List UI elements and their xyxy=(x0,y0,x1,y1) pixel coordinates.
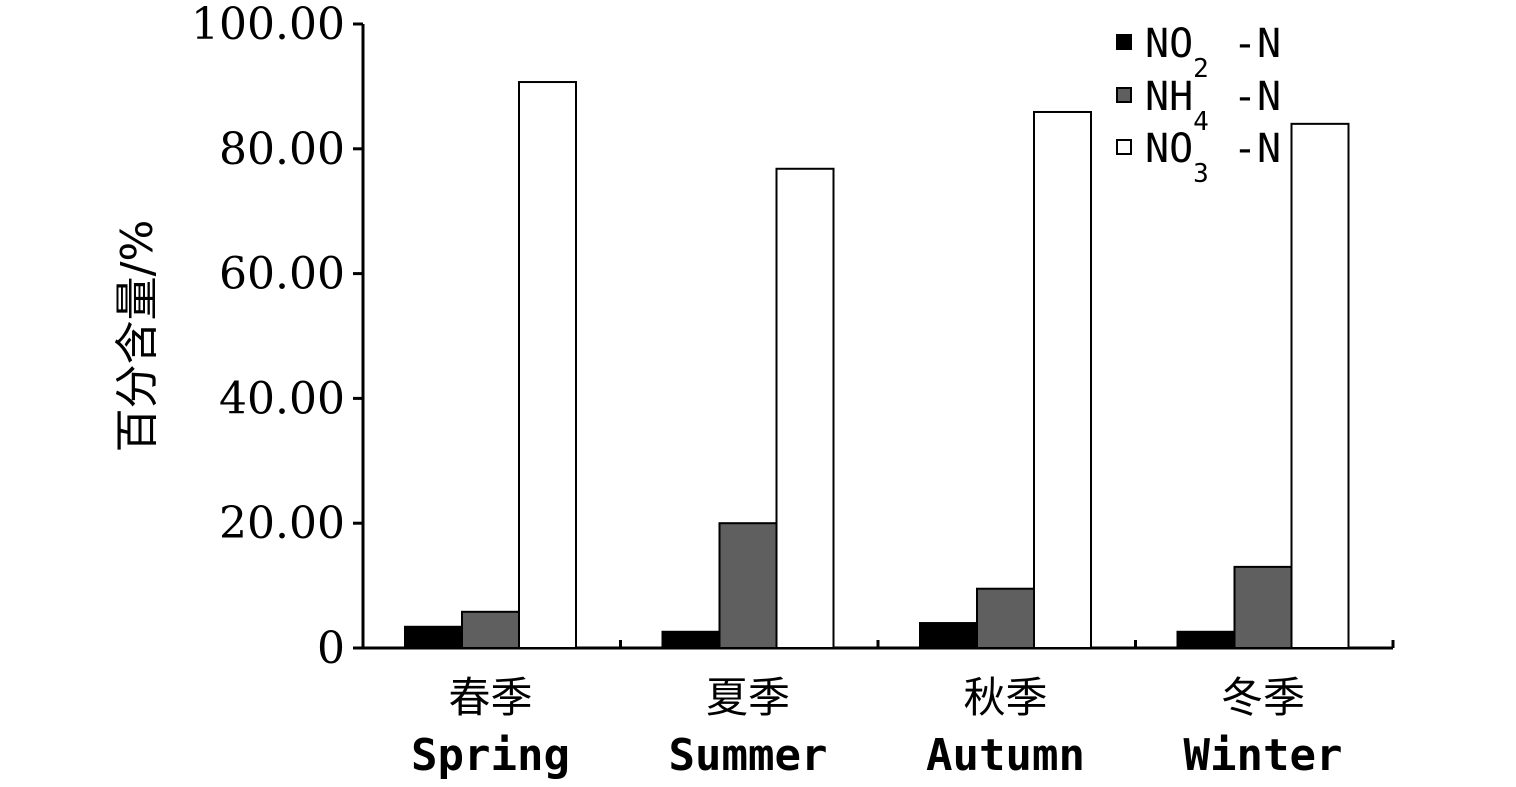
legend-entry-sub: 2 xyxy=(1193,54,1209,84)
category-label-zh: 秋季 xyxy=(963,673,1047,722)
legend-entry-tail: -N xyxy=(1209,21,1281,67)
bar-summer-series-1 xyxy=(661,630,721,650)
y-tick-label: 80.00 xyxy=(219,124,345,175)
y-axis: 0 20.00 40.00 60.00 80.00 100.00 xyxy=(191,0,365,674)
legend-entry: NO2 -N xyxy=(1145,21,1281,84)
legend-entry-sub: 4 xyxy=(1193,107,1209,137)
legend-entry: NH4 -N xyxy=(1145,74,1281,137)
bar-winter-series-2 xyxy=(1233,565,1293,650)
legend-entry-main: NH xyxy=(1145,74,1193,120)
bar-spring-series-3 xyxy=(518,81,577,650)
bar-spring-series-1 xyxy=(404,625,463,649)
legend-entry-sub: 3 xyxy=(1193,159,1209,189)
category-label-zh: 冬季 xyxy=(1221,673,1305,722)
bar-autumn-series-2 xyxy=(976,587,1035,649)
y-tick-label: 0 xyxy=(317,623,345,674)
category-label-en: Autumn xyxy=(926,730,1085,781)
bar-winter-series-3 xyxy=(1290,122,1350,649)
category-label-zh: 夏季 xyxy=(706,673,790,722)
category-label-en: Winter xyxy=(1184,730,1343,781)
legend-swatch xyxy=(1116,139,1132,155)
legend-swatch xyxy=(1116,34,1132,50)
category-labels: 春季 Spring 夏季 Summer 秋季 Autumn 冬季 Winter xyxy=(411,673,1342,781)
legend-swatch xyxy=(1116,87,1132,103)
category-label-zh: 春季 xyxy=(448,673,532,722)
category-label-en: Summer xyxy=(669,730,828,781)
bar-spring-series-2 xyxy=(461,610,520,649)
y-axis-label: 百分含量/% xyxy=(112,220,163,453)
bar-autumn-series-3 xyxy=(1033,110,1092,649)
legend-entry-tail: -N xyxy=(1209,74,1281,120)
y-tick-label: 100.00 xyxy=(191,0,345,50)
bar-summer-series-2 xyxy=(718,522,778,650)
bar-summer-series-3 xyxy=(775,167,835,649)
legend-entry-main: NO xyxy=(1145,21,1193,67)
bar-autumn-series-1 xyxy=(919,622,978,649)
legend-entry-tail: -N xyxy=(1209,126,1281,172)
bar-winter-series-1 xyxy=(1176,630,1236,650)
legend-entry: NO3 -N xyxy=(1145,126,1281,189)
category-label-en: Spring xyxy=(411,730,570,781)
y-tick-label: 20.00 xyxy=(219,498,345,549)
y-tick-label: 40.00 xyxy=(219,373,345,424)
bars xyxy=(404,81,1350,650)
y-tick-label: 60.00 xyxy=(219,249,345,300)
legend-entry-main: NO xyxy=(1145,126,1193,172)
